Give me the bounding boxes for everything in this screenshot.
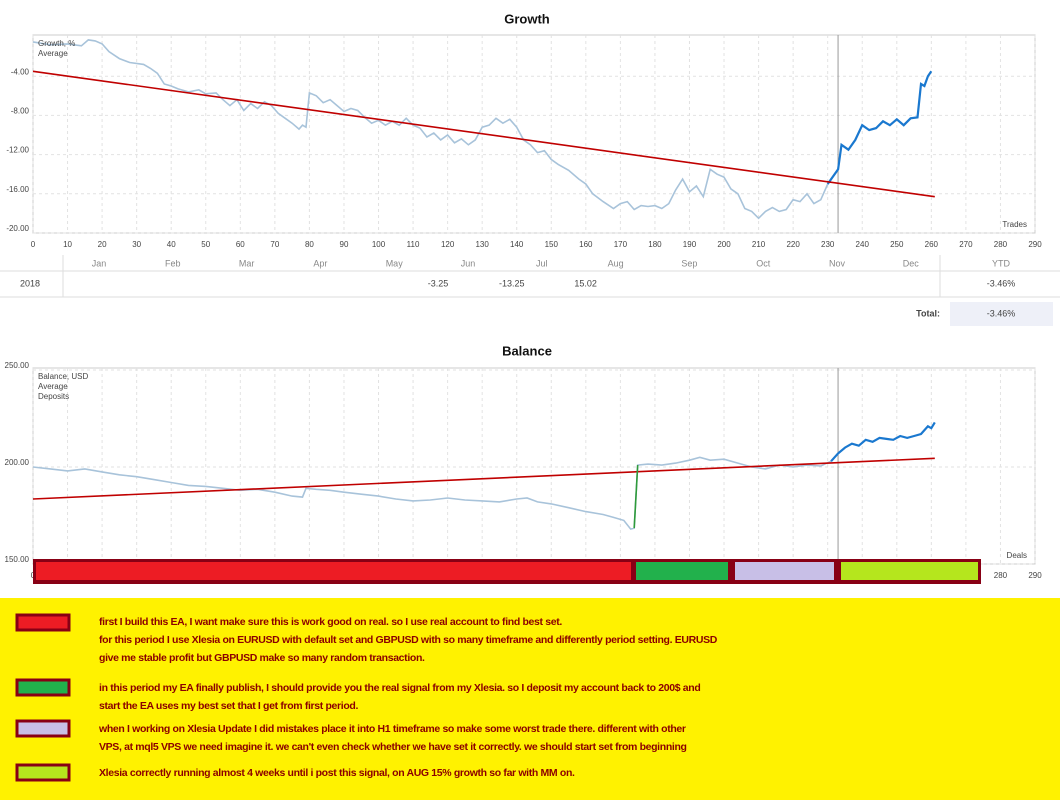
x-axis-label: Trades xyxy=(1002,220,1027,229)
month-header: Dec xyxy=(903,258,920,268)
x-tick-label: 220 xyxy=(786,240,800,249)
ytd-header: YTD xyxy=(992,258,1011,268)
x-tick-label: 60 xyxy=(236,240,245,249)
x-tick-label: 280 xyxy=(994,240,1008,249)
month-header: Feb xyxy=(165,258,181,268)
x-tick-label: 120 xyxy=(441,240,455,249)
plot-frame xyxy=(32,367,1036,565)
plot-frame xyxy=(32,34,1036,234)
period-bar xyxy=(735,562,834,580)
x-tick-label: 160 xyxy=(579,240,593,249)
x-tick-label: 140 xyxy=(510,240,524,249)
period-note: start the EA uses my best set that I get… xyxy=(99,700,358,712)
period-bar xyxy=(636,562,728,580)
y-tick-label: -20.00 xyxy=(6,224,29,233)
month-value: 15.02 xyxy=(574,278,597,288)
x-tick-label: 100 xyxy=(372,240,386,249)
legend-entry: Deposits xyxy=(38,392,69,401)
x-tick-label: 10 xyxy=(63,240,72,249)
total-label: Total: xyxy=(916,308,940,318)
y-tick-label: -8.00 xyxy=(11,107,30,116)
month-header: Jul xyxy=(536,258,548,268)
series-line xyxy=(826,70,933,185)
series-line xyxy=(830,421,936,462)
year-label: 2018 xyxy=(20,278,40,288)
legend-entry: Growth, % xyxy=(38,39,75,48)
month-header: Oct xyxy=(756,258,771,268)
x-axis-label: Deals xyxy=(1007,551,1027,560)
period-swatch xyxy=(15,613,71,632)
month-header: Apr xyxy=(313,258,327,268)
series-line xyxy=(633,465,639,529)
x-tick-label: 110 xyxy=(407,240,420,249)
x-tick-label: 130 xyxy=(475,240,489,249)
x-tick-label: 280 xyxy=(994,571,1008,580)
month-value: -13.25 xyxy=(499,278,525,288)
period-note: in this period my EA finally publish, I … xyxy=(99,682,700,694)
legend-entry: Average xyxy=(38,382,68,391)
x-tick-label: 200 xyxy=(717,240,731,249)
period-swatch xyxy=(15,763,71,782)
legend-entry: Average xyxy=(38,49,68,58)
series-line xyxy=(32,446,846,531)
x-tick-label: 210 xyxy=(752,240,766,249)
ytd-value: -3.46% xyxy=(987,278,1016,288)
y-tick-label: 150.00 xyxy=(5,555,30,564)
y-tick-label: 250.00 xyxy=(5,361,30,370)
x-tick-label: 230 xyxy=(821,240,835,249)
x-tick-label: 50 xyxy=(201,240,210,249)
legend-entry: Balance, USD xyxy=(38,372,88,381)
x-tick-label: 250 xyxy=(890,240,904,249)
month-header: Nov xyxy=(829,258,846,268)
x-tick-label: 260 xyxy=(925,240,939,249)
month-header: Mar xyxy=(239,258,255,268)
x-tick-label: 80 xyxy=(305,240,314,249)
x-tick-label: 180 xyxy=(648,240,662,249)
x-tick-label: 150 xyxy=(545,240,559,249)
x-tick-label: 70 xyxy=(270,240,279,249)
month-header: Aug xyxy=(608,258,624,268)
total-box xyxy=(950,302,1053,326)
month-header: Jun xyxy=(461,258,476,268)
x-tick-label: 190 xyxy=(683,240,697,249)
period-note: VPS, at mql5 VPS we need imagine it. we … xyxy=(99,741,687,753)
x-tick-label: 0 xyxy=(31,240,36,249)
x-tick-label: 270 xyxy=(959,240,973,249)
x-tick-label: 40 xyxy=(167,240,176,249)
period-note: give me stable profit but GBPUSD make so… xyxy=(99,652,425,664)
notes-panel xyxy=(0,598,1060,800)
series-line xyxy=(32,70,935,198)
month-header: May xyxy=(386,258,404,268)
month-header: Sep xyxy=(681,258,697,268)
y-tick-label: 200.00 xyxy=(5,458,30,467)
period-note: when I working on Xlesia Update I did mi… xyxy=(98,723,686,735)
month-header: Jan xyxy=(92,258,107,268)
chart-title: Balance xyxy=(502,343,552,358)
period-note: for this period I use Xlesia on EURUSD w… xyxy=(99,634,718,646)
series-line xyxy=(32,39,843,220)
y-tick-label: -4.00 xyxy=(11,67,30,76)
period-bar xyxy=(841,562,978,580)
series-line xyxy=(32,457,935,500)
y-tick-label: -16.00 xyxy=(6,185,29,194)
x-tick-label: 290 xyxy=(1028,571,1042,580)
x-tick-label: 290 xyxy=(1028,240,1042,249)
y-tick-label: -12.00 xyxy=(6,146,29,155)
period-note: Xlesia correctly running almost 4 weeks … xyxy=(99,767,575,779)
x-tick-label: 90 xyxy=(340,240,349,249)
x-tick-label: 240 xyxy=(856,240,870,249)
month-value: -3.25 xyxy=(428,278,449,288)
total-value: -3.46% xyxy=(987,308,1016,318)
period-swatch xyxy=(15,719,71,738)
x-tick-label: 20 xyxy=(98,240,107,249)
x-tick-label: 30 xyxy=(132,240,141,249)
period-swatch xyxy=(15,678,71,697)
x-tick-label: 170 xyxy=(614,240,628,249)
chart-title: Growth xyxy=(504,11,550,26)
period-note: first I build this EA, I want make sure … xyxy=(99,616,562,628)
period-bar xyxy=(36,562,631,580)
